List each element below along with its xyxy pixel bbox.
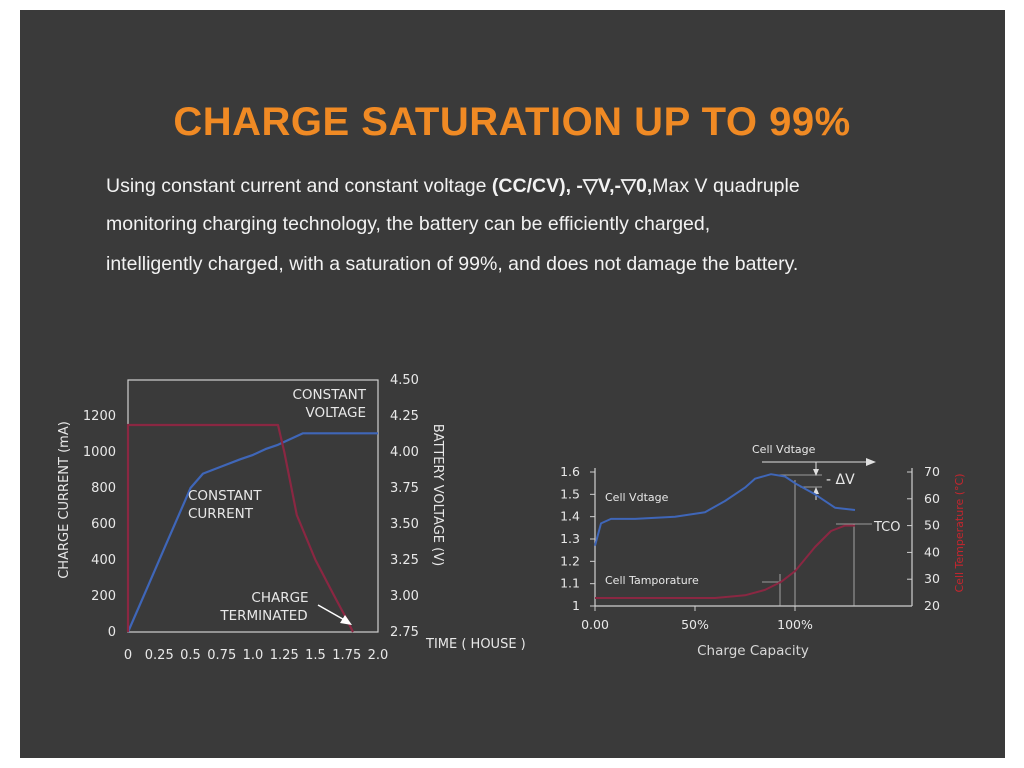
chart1-xtick-label: 1.25: [270, 648, 299, 663]
description-bold-text: (CC/CV), -▽V,-▽0,: [491, 175, 653, 197]
chart1-ytick-label: 600: [91, 517, 116, 532]
chart1-ytick-label: 1000: [83, 445, 116, 460]
chart1-y2tick-label: 3.25: [390, 553, 419, 568]
chart2-xlabel: Charge Capacity: [697, 643, 809, 659]
chart2-temperature-line: [595, 524, 855, 599]
chart1-y2tick-label: 3.75: [390, 481, 419, 496]
chart1-annotation-term-1: CHARGE: [251, 590, 308, 606]
chart1-annotation-term-2: TERMINATED: [219, 608, 307, 624]
chart1-ylabel: CHARGE CURRENT (mA): [57, 421, 72, 579]
description-text: Using constant current and constant volt…: [106, 175, 492, 197]
chart2-y2tick-label: 20: [924, 598, 940, 613]
chart2-ytick-label: 1.1: [560, 576, 580, 591]
chart1-ytick-label: 0: [108, 625, 116, 640]
chart1-xtick-label: 0.5: [180, 648, 201, 663]
chart2-series-label-temperature: Cell Tamporature: [605, 574, 699, 587]
description-text-end: Max V quadruple: [652, 175, 800, 197]
chart1-y2tick-label: 4.50: [390, 373, 419, 388]
chart1-y2tick-label: 4.25: [390, 409, 419, 424]
chart2-xtick-label: 50%: [681, 617, 709, 632]
chart1-xtick-label: 1.0: [243, 648, 264, 663]
chart2-annotation-delta-v: - ΔV: [826, 472, 855, 488]
chart2-xtick-label: 100%: [777, 617, 813, 632]
chart2-annotation-tco: TCO: [873, 520, 901, 535]
chart1-xtick-label: 0.25: [145, 648, 174, 663]
page-title: CHARGE SATURATION UP TO 99%: [173, 100, 851, 144]
chart2-annotation-vdtage-top: Cell Vdtage: [752, 443, 816, 456]
chart1-annotation-cc-1: CONSTANT: [188, 488, 262, 504]
chart2-y2tick-label: 30: [924, 571, 940, 586]
chart2-ytick-label: 1.5: [560, 486, 580, 501]
chart1-xlabel: TIME ( HOUSE ): [425, 637, 526, 652]
chart2-ytick-label: 1.6: [560, 464, 580, 479]
chart2-ytick-label: 1.3: [560, 531, 580, 546]
chart2-y2label: Cell Temperature (°C): [953, 474, 966, 593]
chart1-y2tick-label: 2.75: [390, 625, 419, 640]
description-line-1: Using constant current and constant volt…: [106, 174, 800, 198]
chart1-y2tick-label: 4.00: [390, 445, 419, 460]
chart1-ytick-label: 800: [91, 481, 116, 496]
chart2-y2tick-label: 70: [924, 464, 940, 479]
description-line-3: intelligently charged, with a saturation…: [106, 253, 799, 275]
chart1-ytick-label: 200: [91, 589, 116, 604]
chart2-y2tick-label: 40: [924, 544, 940, 559]
chart2-ytick-label: 1.4: [560, 509, 580, 524]
chart1-xtick-label: 0: [124, 648, 132, 663]
chart1-ytick-label: 400: [91, 553, 116, 568]
chart1-current-line: [126, 423, 354, 633]
chart1-voltage-line: [126, 432, 378, 633]
chart2-y2tick-label: 60: [924, 491, 940, 506]
chart1-y2tick-label: 3.50: [390, 517, 419, 532]
chart1-terminated-arrowhead: [340, 615, 352, 625]
background-panel: [20, 10, 1005, 758]
description-line-2: monitoring charging technology, the batt…: [106, 213, 711, 235]
chart1-xtick-label: 1.75: [332, 648, 361, 663]
chart1-annotation-cv-2: VOLTAGE: [306, 405, 366, 421]
chart2-y2tick-label: 50: [924, 518, 940, 533]
chart1-xtick-label: 2.0: [368, 648, 389, 663]
chart1-annotation-cc-2: CURRENT: [188, 506, 254, 522]
chart2-ytick-label: 1: [572, 598, 580, 613]
chart1-xtick-label: 1.5: [305, 648, 326, 663]
chart2-series-label-voltage: Cell Vdtage: [605, 491, 669, 504]
chart1-annotation-cv-1: CONSTANT: [293, 387, 367, 403]
chart1-y2label: BATTERY VOLTAGE (V): [430, 424, 445, 566]
chart2-xtick-label: 0.00: [581, 617, 609, 632]
chart1-ytick-label: 1200: [83, 409, 116, 424]
chart1-xtick-label: 0.75: [207, 648, 236, 663]
chart2-voltage-line: [594, 473, 856, 546]
chart1-y2tick-label: 3.00: [390, 589, 419, 604]
chart2-ytick-label: 1.2: [560, 553, 580, 568]
